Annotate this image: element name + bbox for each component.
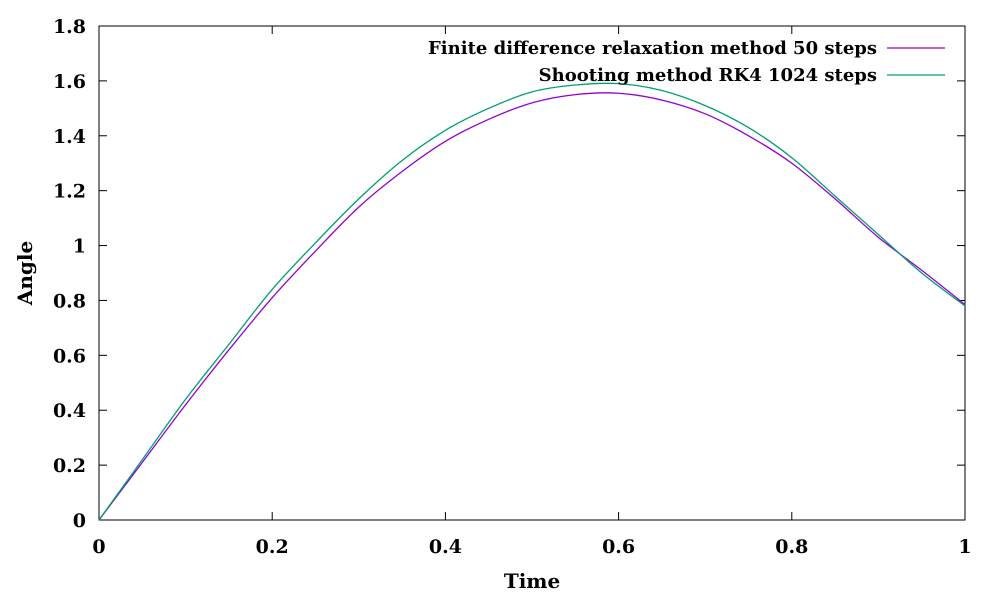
legend: Finite difference relaxation method 50 s… <box>428 38 945 86</box>
series-layer <box>98 82 966 521</box>
series-line-1 <box>98 92 966 521</box>
y-tick-label: 1 <box>73 236 86 258</box>
y-axis-label: Angle <box>13 241 37 306</box>
x-axis-label: Time <box>504 569 560 593</box>
y-tick-label: 1.4 <box>53 126 86 148</box>
series-line-2 <box>98 82 966 521</box>
x-tick-label: 0.2 <box>256 536 289 558</box>
y-tick-label: 0.8 <box>53 290 86 312</box>
y-tick-label: 1.6 <box>53 71 86 93</box>
y-tick-label: 0.4 <box>53 400 86 422</box>
plot-frame <box>98 25 966 521</box>
x-tick-label: 0.6 <box>602 536 635 558</box>
axis-ticks: 0 0.2 0.4 0.6 0.8 1 0 0.2 0.4 0.6 0.8 1 1.2 1.4 1.6 1.8 <box>53 16 972 558</box>
legend-label-1: Finite difference relaxation method 50 s… <box>428 38 877 59</box>
legend-label-2: Shooting method RK4 1024 steps <box>539 65 877 86</box>
y-tick-label: 1.8 <box>53 16 86 38</box>
x-tick-label: 1 <box>958 536 971 558</box>
x-tick-label: 0.8 <box>775 536 808 558</box>
x-tick-label: 0.4 <box>429 536 462 558</box>
y-tick-label: 1.2 <box>53 181 86 203</box>
x-tick-label: 0 <box>92 536 105 558</box>
y-tick-label: 0.2 <box>53 455 86 477</box>
y-tick-label: 0.6 <box>53 345 86 367</box>
y-tick-label: 0 <box>73 510 86 532</box>
